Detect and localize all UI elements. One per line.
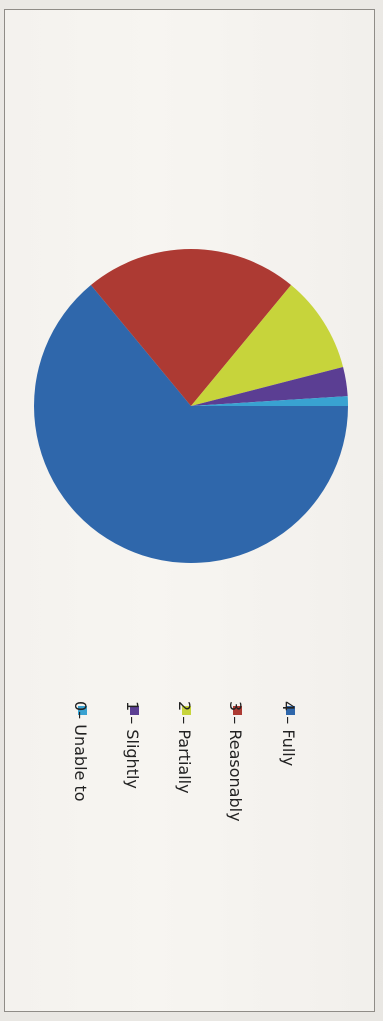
legend-label-fully: 4 – Fully [279,701,298,767]
pie-slice-2 [191,285,344,406]
legend-item-slightly: 1 – Slightly [120,693,148,903]
legend-swatch-unable [78,706,87,715]
pie-slice-0 [34,285,348,563]
pie-slice-3 [191,366,348,406]
pie-slice-1 [90,248,292,406]
legend-label-partially: 2 – Partially [175,701,194,794]
legend-swatch-partially [182,706,191,715]
pie-chart [34,248,348,563]
legend-item-fully: 4 – Fully [276,693,304,903]
legend-item-reasonably: 3 – Reasonably [223,693,251,903]
chart-frame: 4 – Fully 3 – Reasonably 2 – Partially 1… [4,9,375,1012]
legend-swatch-reasonably [233,706,242,715]
legend-item-unable: 0– Unable to [68,693,96,903]
legend-label-unable: 0– Unable to [71,701,90,802]
legend-swatch-fully [286,706,295,715]
legend-swatch-slightly [130,706,139,715]
pie-slice-4 [191,396,348,406]
legend-label-reasonably: 3 – Reasonably [226,701,245,822]
legend-item-partially: 2 – Partially [172,693,200,903]
legend: 4 – Fully 3 – Reasonably 2 – Partially 1… [68,693,318,903]
legend-label-slightly: 1 – Slightly [123,701,142,789]
